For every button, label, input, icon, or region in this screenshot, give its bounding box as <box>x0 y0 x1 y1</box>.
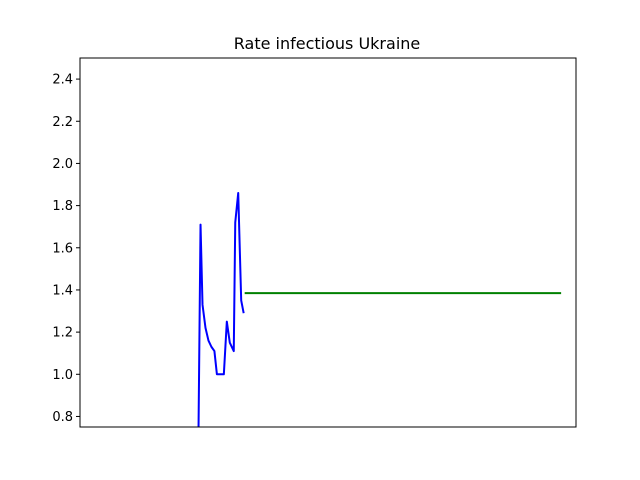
y-tick-label: 1.4 <box>52 283 73 298</box>
y-tick-label: 0.8 <box>52 410 73 425</box>
y-axis: 0.8 1.0 1.2 1.4 1.6 1.8 2.0 2.2 2.4 <box>52 73 80 425</box>
y-tick-label: 2.4 <box>52 73 73 88</box>
plot-frame <box>79 57 577 428</box>
y-tick-label: 2.0 <box>52 157 73 172</box>
y-tick-label: 2.2 <box>52 115 73 130</box>
series-line-observed <box>197 191 245 427</box>
series-layer <box>197 191 562 427</box>
y-tick-label: 1.6 <box>52 241 73 256</box>
y-tick-label: 1.0 <box>52 368 73 383</box>
chart-title: Rate infectious Ukraine <box>234 34 421 53</box>
y-tick-label: 1.2 <box>52 326 73 341</box>
y-tick-label: 1.8 <box>52 199 73 214</box>
